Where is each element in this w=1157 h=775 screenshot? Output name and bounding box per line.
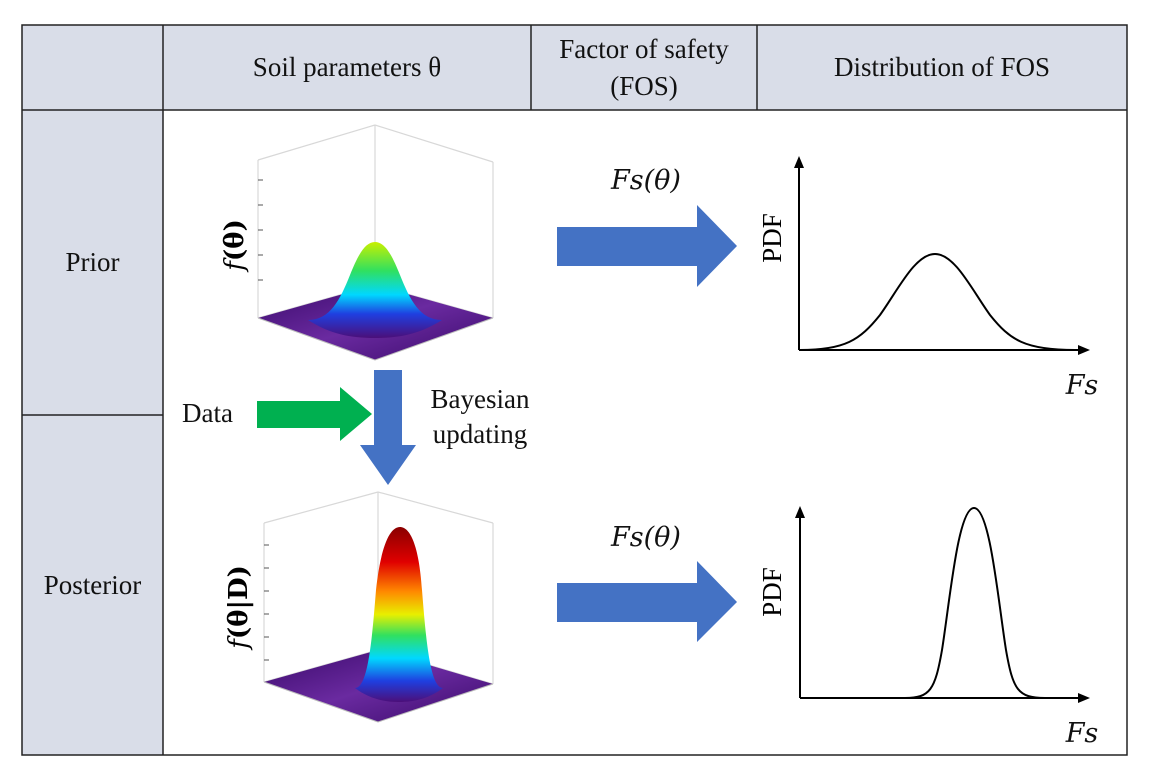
prior-pdf-axis-label: PDF bbox=[757, 213, 787, 263]
header-background bbox=[22, 25, 1127, 110]
header-soil-parameters: Soil parameters θ bbox=[163, 25, 531, 110]
prior-density-plot bbox=[257, 124, 494, 361]
bayesian-label-line1: Bayesian bbox=[430, 384, 530, 414]
prior-fos-function-label: Fs(θ) bbox=[591, 163, 701, 198]
bayesian-updating-arrow bbox=[360, 370, 416, 485]
header-soil-parameters-text: Soil parameters θ bbox=[252, 52, 442, 83]
bayesian-updating-label: Bayesian updating bbox=[415, 382, 545, 452]
data-arrow bbox=[257, 387, 372, 441]
header-factor-of-safety-text: Factor of safety (FOS) bbox=[559, 34, 729, 101]
prior-fs-axis-text: Fs bbox=[1065, 370, 1099, 401]
posterior-fos-function-label: Fs(θ) bbox=[591, 520, 701, 555]
header-distribution-of-fos-text: Distribution of FOS bbox=[833, 52, 1051, 83]
posterior-pdf-plot bbox=[795, 506, 1090, 703]
svg-text:f(θ|D): f(θ|D) bbox=[224, 565, 254, 651]
posterior-density-label: f(θ|D) bbox=[224, 565, 254, 651]
posterior-pdf-axis-label: PDF bbox=[757, 567, 787, 617]
header-distribution-of-fos: Distribution of FOS bbox=[757, 25, 1127, 110]
row-label-prior: Prior bbox=[22, 110, 163, 415]
prior-pdf-plot bbox=[794, 156, 1090, 355]
row-label-posterior: Posterior bbox=[22, 415, 163, 755]
row-label-prior-text: Prior bbox=[65, 247, 120, 277]
posterior-fs-axis-label: Fs bbox=[1052, 716, 1112, 751]
prior-density-label: f(θ) bbox=[220, 219, 250, 273]
svg-text:PDF: PDF bbox=[757, 213, 787, 263]
prior-fos-arrow bbox=[557, 205, 737, 287]
row-label-background bbox=[22, 110, 163, 755]
prior-fs-axis-label: Fs bbox=[1052, 368, 1112, 403]
prior-fos-function-text: Fs(θ) bbox=[611, 165, 681, 196]
svg-text:PDF: PDF bbox=[757, 567, 787, 617]
posterior-fos-arrow bbox=[557, 561, 737, 642]
svg-text:f(θ): f(θ) bbox=[220, 219, 250, 273]
posterior-density-plot bbox=[263, 491, 494, 723]
row-label-posterior-text: Posterior bbox=[43, 569, 142, 600]
posterior-fos-function-text: Fs(θ) bbox=[611, 522, 681, 553]
data-label-text: Data bbox=[182, 398, 233, 428]
table-grid bbox=[21, 24, 1128, 756]
header-factor-of-safety: Factor of safety (FOS) bbox=[531, 25, 757, 110]
data-label: Data bbox=[182, 396, 252, 431]
bayesian-label-line2: updating bbox=[432, 419, 528, 450]
posterior-fs-axis-text: Fs bbox=[1065, 718, 1099, 749]
